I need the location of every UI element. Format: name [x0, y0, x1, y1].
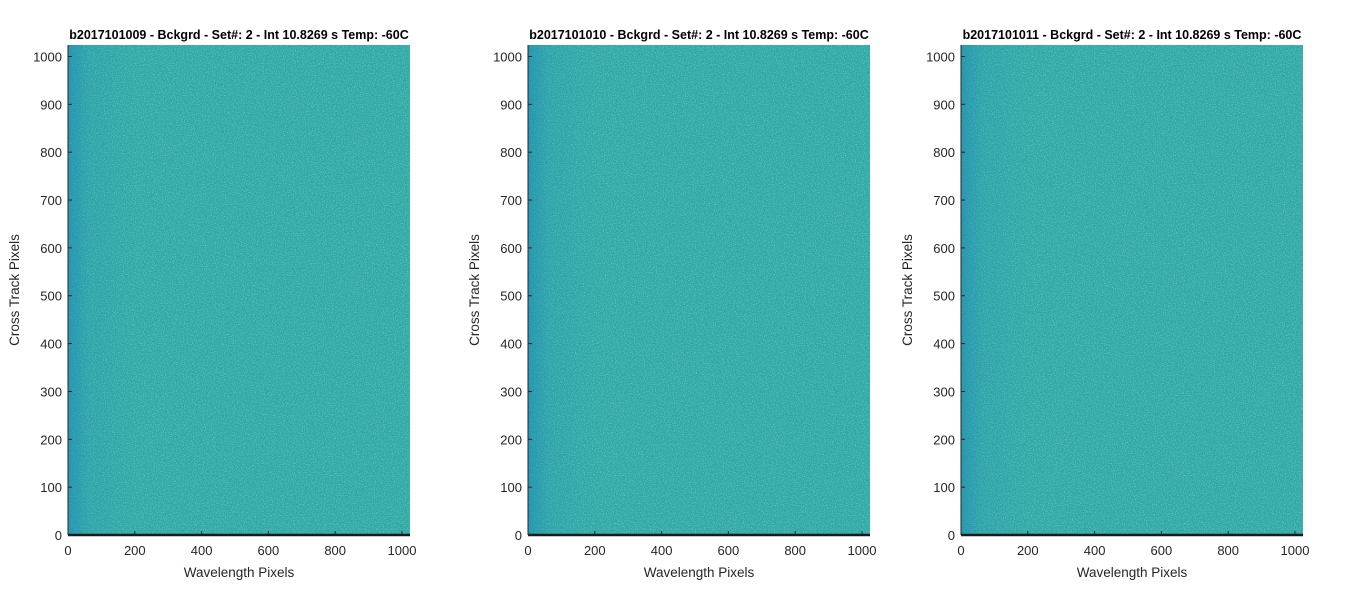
y-tick-label: 700: [40, 193, 62, 208]
x-tick-label: 600: [1151, 543, 1173, 558]
y-tick-label: 100: [500, 480, 522, 495]
x-tick-label: 400: [651, 543, 673, 558]
heatmap-edge-shade: [528, 45, 870, 535]
y-tick-label: 0: [55, 528, 62, 543]
x-tick-label: 800: [324, 543, 346, 558]
panel-3: 0 200 400 600 800 1000 0 100 200 300 400 500 600 700 8…: [900, 28, 1309, 580]
x-tick-label: 400: [1084, 543, 1106, 558]
x-tick-label: 0: [524, 543, 531, 558]
y-tick-label: 600: [40, 241, 62, 256]
y-tick-label: 500: [40, 289, 62, 304]
y-tick-label: 300: [40, 384, 62, 399]
y-tick-label: 400: [500, 337, 522, 352]
x-tick-label: 200: [584, 543, 606, 558]
x-tick-label: 200: [124, 543, 146, 558]
heatmap-edge-shade: [961, 45, 1303, 535]
x-tick-label: 600: [718, 543, 740, 558]
y-tick-label: 700: [933, 193, 955, 208]
y-tick-label: 1000: [33, 49, 62, 64]
panel-1: 0 200 400 600 800 1000 0 100 200 300 400 500 600 700 8…: [7, 28, 416, 580]
y-tick-label: 200: [933, 432, 955, 447]
chart-title: b2017101010 - Bckgrd - Set#: 2 - Int 10.…: [529, 28, 869, 42]
y-axis-label: Cross Track Pixels: [900, 234, 915, 346]
y-tick-label: 900: [933, 97, 955, 112]
x-tick-label: 0: [957, 543, 964, 558]
y-tick-label: 100: [933, 480, 955, 495]
y-tick-label: 1000: [493, 49, 522, 64]
chart-title: b2017101009 - Bckgrd - Set#: 2 - Int 10.…: [69, 28, 409, 42]
x-axis-label: Wavelength Pixels: [1077, 565, 1188, 580]
x-tick-label: 1000: [848, 543, 877, 558]
y-tick-label: 800: [933, 145, 955, 160]
y-tick-label: 500: [933, 289, 955, 304]
x-tick-label: 800: [1217, 543, 1239, 558]
x-tick-label: 600: [258, 543, 280, 558]
y-tick-label: 0: [948, 528, 955, 543]
y-tick-label: 1000: [926, 49, 955, 64]
y-tick-label: 600: [500, 241, 522, 256]
y-tick-label: 400: [933, 337, 955, 352]
y-tick-label: 300: [500, 384, 522, 399]
y-axis-label: Cross Track Pixels: [467, 234, 482, 346]
panel-2: 0 200 400 600 800 1000 0 100 200 300 400 500 600 700 8…: [467, 28, 876, 580]
y-axis-label: Cross Track Pixels: [7, 234, 22, 346]
x-tick-label: 800: [784, 543, 806, 558]
x-axis-label: Wavelength Pixels: [644, 565, 755, 580]
y-tick-label: 400: [40, 337, 62, 352]
y-tick-label: 800: [500, 145, 522, 160]
x-tick-label: 1000: [388, 543, 417, 558]
y-tick-label: 200: [40, 432, 62, 447]
x-tick-label: 200: [1017, 543, 1039, 558]
x-axis-label: Wavelength Pixels: [184, 565, 295, 580]
y-tick-label: 300: [933, 384, 955, 399]
y-tick-label: 700: [500, 193, 522, 208]
y-tick-label: 500: [500, 289, 522, 304]
y-tick-label: 0: [515, 528, 522, 543]
x-tick-label: 0: [64, 543, 71, 558]
y-tick-label: 900: [40, 97, 62, 112]
heatmap-edge-shade: [68, 45, 410, 535]
y-tick-label: 100: [40, 480, 62, 495]
y-tick-label: 200: [500, 432, 522, 447]
x-tick-label: 1000: [1281, 543, 1310, 558]
x-tick-label: 400: [191, 543, 213, 558]
y-tick-label: 900: [500, 97, 522, 112]
y-tick-label: 600: [933, 241, 955, 256]
y-tick-label: 800: [40, 145, 62, 160]
chart-title: b2017101011 - Bckgrd - Set#: 2 - Int 10.…: [963, 28, 1302, 42]
